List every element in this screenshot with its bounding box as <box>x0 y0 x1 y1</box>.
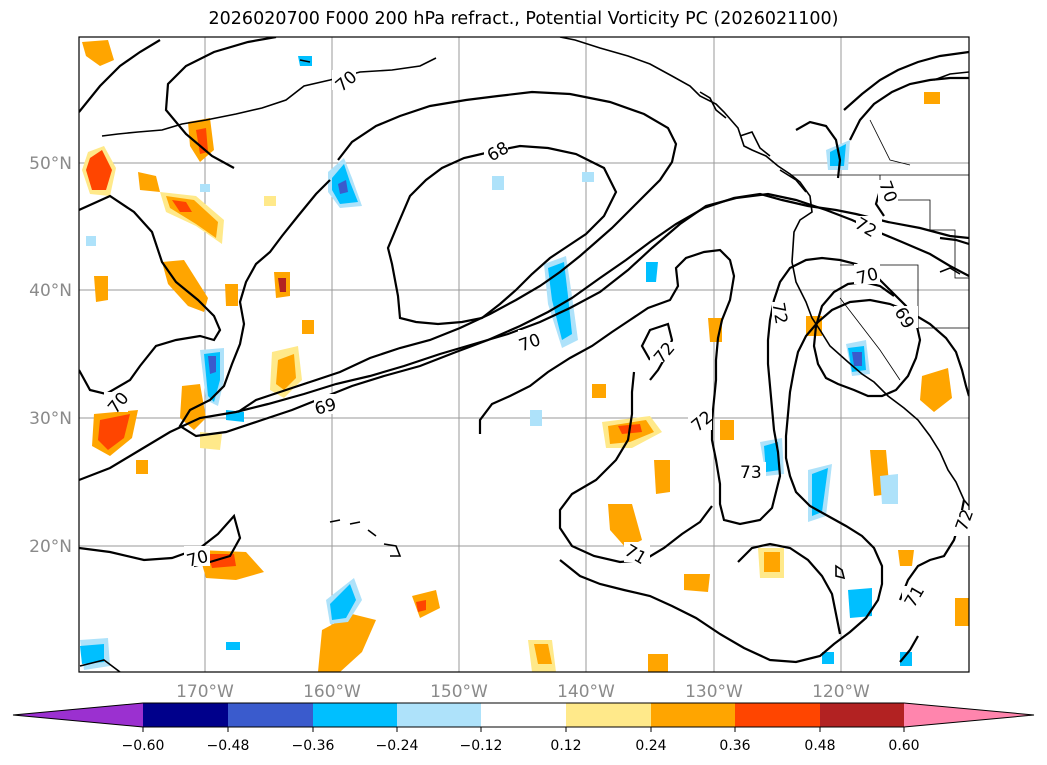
pv-patch <box>898 550 914 566</box>
pv-patch <box>764 552 780 572</box>
colorbar-tick-label: 0.36 <box>719 738 750 754</box>
pv-patch <box>200 432 222 450</box>
lat-label: 20°N <box>29 537 72 557</box>
colorbar-segment <box>820 703 904 727</box>
refractivity-contours <box>79 37 969 664</box>
colorbar-tick-label: −0.12 <box>460 738 503 754</box>
colorbar-segment <box>397 703 481 727</box>
pv-patch <box>684 574 710 592</box>
pv-patch <box>200 184 210 192</box>
pv-patch <box>530 410 542 426</box>
pv-patch <box>582 172 594 182</box>
lat-label: 50°N <box>29 154 72 174</box>
pv-patch <box>80 644 104 664</box>
plot-frame <box>78 36 970 673</box>
colorbar-segment <box>566 703 651 727</box>
pv-patch <box>812 468 828 516</box>
coastlines <box>79 37 969 672</box>
lat-label: 40°N <box>29 281 72 301</box>
pv-patch <box>338 180 348 194</box>
pv-patch <box>492 176 504 190</box>
pv-patch <box>278 278 286 292</box>
pv-patch <box>880 474 898 504</box>
colorbar-tick-label: 0.24 <box>635 738 666 754</box>
pv-patch <box>225 284 238 306</box>
colorbar-segment <box>735 703 820 727</box>
pv-patch <box>592 384 606 398</box>
pv-patch <box>172 200 192 212</box>
pv-patch <box>646 262 658 282</box>
pv-patch <box>654 460 670 494</box>
colorbar-tick-label: −0.48 <box>207 738 250 754</box>
colorbar-tick-label: 0.60 <box>888 738 919 754</box>
pv-patch <box>98 414 130 450</box>
colorbar-left-extension <box>13 703 143 727</box>
pv-patch <box>534 644 552 664</box>
colorbar-tick-label: −0.36 <box>292 738 335 754</box>
pv-patch <box>196 128 208 154</box>
colorbar-tick-label: −0.60 <box>122 738 165 754</box>
pv-patch <box>900 652 912 666</box>
pv-patch <box>208 554 236 568</box>
pv-patch <box>416 600 426 612</box>
pv-patch <box>720 420 734 440</box>
pv-patch <box>764 442 780 472</box>
map-title: 2026020700 F000 200 hPa refract., Potent… <box>208 9 839 29</box>
pv-patch <box>852 352 862 366</box>
pv-patch <box>920 368 952 412</box>
colorbar-tick-label: 0.48 <box>804 738 835 754</box>
pv-patch <box>136 460 148 474</box>
contour-label: 73 <box>740 463 762 483</box>
pv-patch <box>924 92 940 104</box>
pv-patch <box>86 150 112 190</box>
pv-patch <box>302 320 314 334</box>
colorbar-segment <box>228 703 313 727</box>
lon-label: 160°W <box>303 682 361 702</box>
contour-label: 72 <box>767 301 790 326</box>
pv-patch <box>608 504 642 548</box>
lat-label: 30°N <box>29 409 72 429</box>
pv-patch <box>822 652 834 664</box>
pv-patch <box>208 356 216 374</box>
pv-patch <box>86 236 96 246</box>
lon-label: 150°W <box>430 682 488 702</box>
colorbar-segment <box>481 703 566 727</box>
colorbar-segment <box>651 703 735 727</box>
colorbar-segment <box>143 703 228 727</box>
pv-patch <box>648 654 668 672</box>
pv-positive-patches <box>82 40 969 672</box>
latitude-labels: 50°N 40°N 30°N 20°N <box>29 154 72 557</box>
colorbar-right-extension <box>904 703 1034 727</box>
pv-patch <box>848 588 872 618</box>
pv-patch <box>318 614 376 672</box>
colorbar-tick-label: −0.24 <box>376 738 419 754</box>
pv-patch <box>548 262 572 340</box>
colorbar-tick-label: 0.12 <box>550 738 581 754</box>
colorbar: −0.60 −0.48 −0.36 −0.24 −0.12 0.12 0.24 … <box>12 702 1035 754</box>
longitude-labels: 170°W 160°W 150°W 140°W 130°W 120°W <box>176 682 870 702</box>
pv-patch <box>226 642 240 650</box>
colorbar-segment <box>313 703 397 727</box>
lon-label: 130°W <box>685 682 743 702</box>
pv-patch <box>330 584 356 620</box>
lon-label: 170°W <box>176 682 234 702</box>
pv-patch <box>264 196 276 206</box>
pv-patch <box>276 354 296 390</box>
lon-label: 140°W <box>557 682 615 702</box>
pv-patch <box>138 172 160 192</box>
pv-patch <box>82 40 114 66</box>
gridlines <box>79 37 969 672</box>
pv-patch <box>94 276 108 302</box>
lon-label: 120°W <box>812 682 870 702</box>
pv-patch <box>955 598 969 626</box>
pv-negative-patches <box>80 56 912 670</box>
